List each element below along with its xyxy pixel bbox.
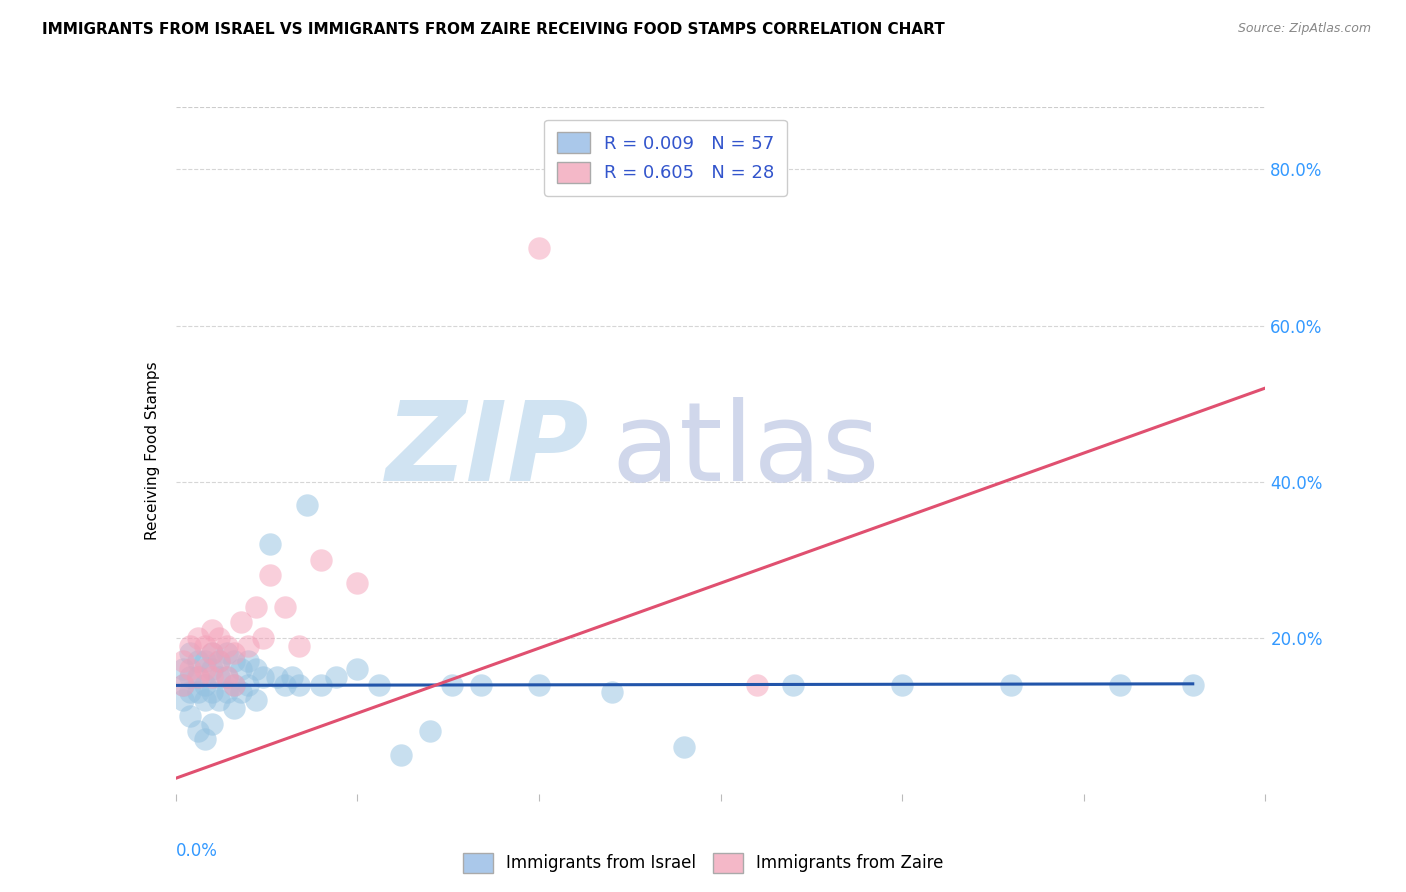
Point bbox=[782, 678, 804, 692]
Point bbox=[368, 678, 391, 692]
Point bbox=[215, 646, 238, 660]
Point bbox=[179, 685, 201, 699]
Point bbox=[288, 678, 311, 692]
Point bbox=[179, 639, 201, 653]
Point bbox=[295, 498, 318, 512]
Point bbox=[215, 685, 238, 699]
Point bbox=[238, 654, 260, 668]
Point bbox=[325, 670, 347, 684]
Point bbox=[194, 654, 217, 668]
Point bbox=[201, 646, 224, 660]
Point bbox=[201, 662, 224, 676]
Point bbox=[201, 716, 224, 731]
Point bbox=[172, 662, 194, 676]
Point bbox=[309, 552, 332, 567]
Point bbox=[222, 678, 245, 692]
Point bbox=[215, 670, 238, 684]
Point bbox=[252, 670, 274, 684]
Point bbox=[172, 678, 194, 692]
Point bbox=[186, 685, 209, 699]
Point bbox=[201, 685, 224, 699]
Point bbox=[1000, 678, 1022, 692]
Point bbox=[346, 662, 368, 676]
Point bbox=[527, 240, 550, 255]
Point bbox=[208, 670, 231, 684]
Point bbox=[222, 678, 245, 692]
Point bbox=[186, 654, 209, 668]
Point bbox=[186, 724, 209, 739]
Point bbox=[259, 537, 281, 551]
Point bbox=[527, 678, 550, 692]
Legend: R = 0.009   N = 57, R = 0.605   N = 28: R = 0.009 N = 57, R = 0.605 N = 28 bbox=[544, 120, 787, 195]
Point bbox=[186, 670, 209, 684]
Point bbox=[222, 701, 245, 715]
Point bbox=[172, 693, 194, 707]
Point bbox=[891, 678, 914, 692]
Point bbox=[172, 678, 194, 692]
Point bbox=[179, 662, 201, 676]
Text: IMMIGRANTS FROM ISRAEL VS IMMIGRANTS FROM ZAIRE RECEIVING FOOD STAMPS CORRELATIO: IMMIGRANTS FROM ISRAEL VS IMMIGRANTS FRO… bbox=[42, 22, 945, 37]
Point bbox=[222, 646, 245, 660]
Point bbox=[208, 631, 231, 645]
Legend: Immigrants from Israel, Immigrants from Zaire: Immigrants from Israel, Immigrants from … bbox=[456, 847, 950, 880]
Point bbox=[231, 615, 253, 630]
Point bbox=[215, 670, 238, 684]
Point bbox=[231, 685, 253, 699]
Text: 0.0%: 0.0% bbox=[176, 842, 218, 860]
Point bbox=[745, 678, 768, 692]
Point bbox=[274, 599, 297, 614]
Point bbox=[245, 662, 267, 676]
Point bbox=[201, 646, 224, 660]
Y-axis label: Receiving Food Stamps: Receiving Food Stamps bbox=[145, 361, 160, 540]
Point bbox=[222, 654, 245, 668]
Point bbox=[179, 708, 201, 723]
Point bbox=[346, 576, 368, 591]
Point bbox=[194, 662, 217, 676]
Point bbox=[186, 631, 209, 645]
Point bbox=[440, 678, 463, 692]
Point bbox=[215, 639, 238, 653]
Point bbox=[389, 747, 412, 762]
Point bbox=[288, 639, 311, 653]
Point bbox=[179, 646, 201, 660]
Point bbox=[673, 740, 696, 755]
Point bbox=[179, 670, 201, 684]
Point bbox=[1181, 678, 1204, 692]
Point bbox=[201, 623, 224, 637]
Point bbox=[194, 732, 217, 747]
Point bbox=[419, 724, 441, 739]
Point bbox=[245, 599, 267, 614]
Point bbox=[252, 631, 274, 645]
Point bbox=[208, 693, 231, 707]
Point bbox=[245, 693, 267, 707]
Point bbox=[201, 670, 224, 684]
Point bbox=[281, 670, 304, 684]
Point bbox=[208, 654, 231, 668]
Point bbox=[600, 685, 623, 699]
Point bbox=[266, 670, 288, 684]
Point bbox=[274, 678, 297, 692]
Point bbox=[231, 662, 253, 676]
Point bbox=[172, 654, 194, 668]
Point bbox=[309, 678, 332, 692]
Point bbox=[470, 678, 492, 692]
Point bbox=[194, 678, 217, 692]
Text: Source: ZipAtlas.com: Source: ZipAtlas.com bbox=[1237, 22, 1371, 36]
Point bbox=[208, 654, 231, 668]
Point bbox=[238, 639, 260, 653]
Point bbox=[238, 678, 260, 692]
Point bbox=[186, 670, 209, 684]
Point bbox=[194, 639, 217, 653]
Text: atlas: atlas bbox=[612, 397, 880, 504]
Point bbox=[194, 693, 217, 707]
Point bbox=[1109, 678, 1132, 692]
Point bbox=[259, 568, 281, 582]
Text: ZIP: ZIP bbox=[387, 397, 591, 504]
